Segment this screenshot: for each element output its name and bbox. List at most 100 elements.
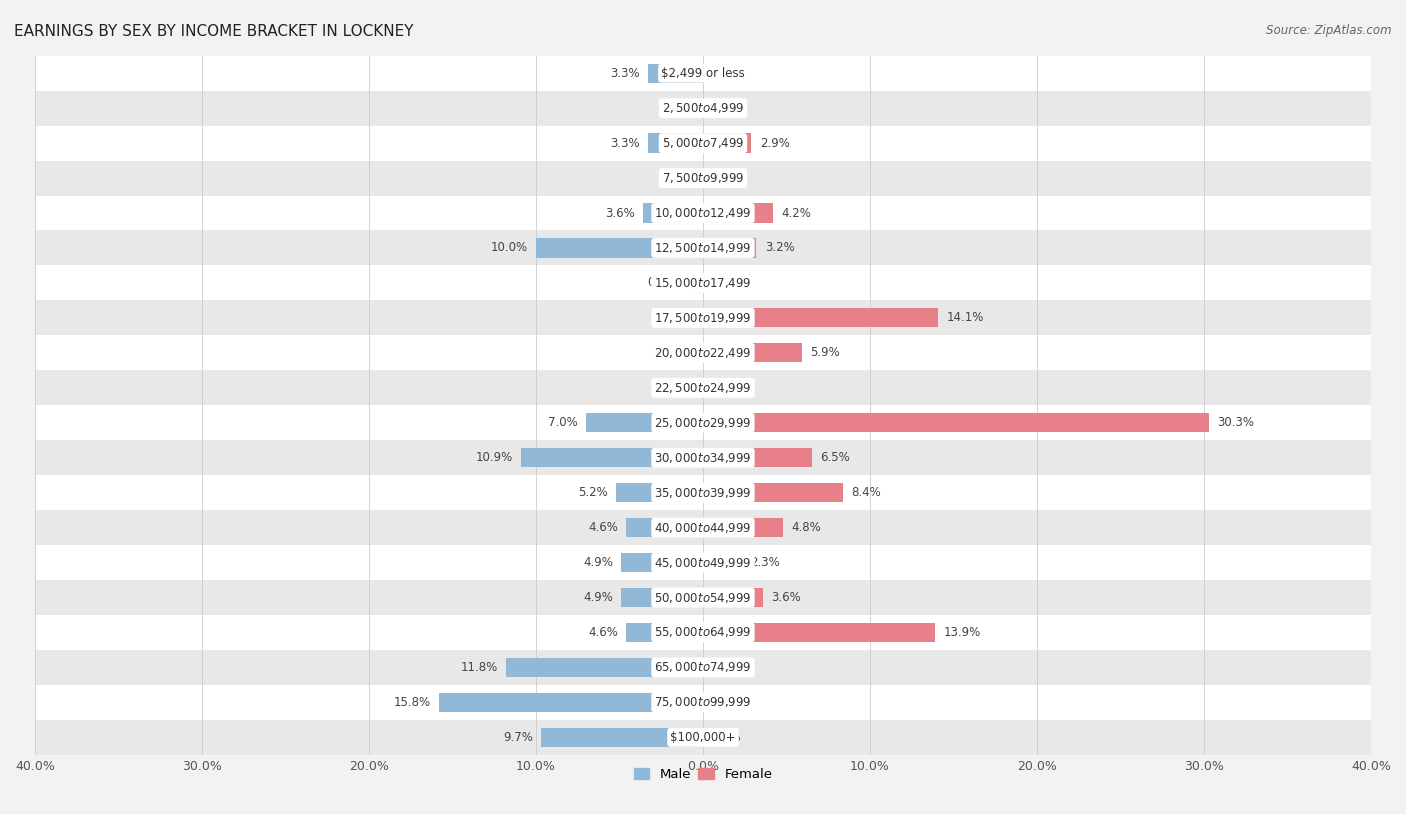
Text: $30,000 to $34,999: $30,000 to $34,999 (654, 451, 752, 465)
Bar (703, 414, 1209, 432)
Bar (35, 615, 1371, 650)
Bar (35, 160, 1371, 195)
Text: 0.0%: 0.0% (711, 696, 741, 709)
Text: Source: ZipAtlas.com: Source: ZipAtlas.com (1267, 24, 1392, 37)
Text: EARNINGS BY SEX BY INCOME BRACKET IN LOCKNEY: EARNINGS BY SEX BY INCOME BRACKET IN LOC… (14, 24, 413, 39)
Text: 0.0%: 0.0% (665, 346, 695, 359)
Bar (35, 405, 1371, 440)
Bar (703, 309, 938, 327)
Text: 9.7%: 9.7% (503, 731, 533, 744)
Text: 0.61%: 0.61% (647, 277, 685, 290)
Text: 5.9%: 5.9% (810, 346, 839, 359)
Bar (703, 623, 935, 642)
Text: 4.2%: 4.2% (782, 207, 811, 220)
Bar (35, 720, 1371, 755)
Text: $17,500 to $19,999: $17,500 to $19,999 (654, 311, 752, 325)
Text: 3.6%: 3.6% (772, 591, 801, 604)
Text: 6.5%: 6.5% (820, 451, 849, 464)
Bar (439, 693, 703, 712)
Text: $10,000 to $12,499: $10,000 to $12,499 (654, 206, 752, 220)
Bar (35, 335, 1371, 370)
Bar (35, 125, 1371, 160)
Bar (35, 300, 1371, 335)
Bar (35, 440, 1371, 475)
Bar (648, 133, 703, 153)
Text: 2.9%: 2.9% (759, 137, 790, 150)
Text: $100,000+: $100,000+ (671, 731, 735, 744)
Text: $55,000 to $64,999: $55,000 to $64,999 (654, 625, 752, 640)
Text: $40,000 to $44,999: $40,000 to $44,999 (654, 521, 752, 535)
Bar (703, 239, 756, 257)
Bar (35, 230, 1371, 265)
Text: 0.0%: 0.0% (711, 731, 741, 744)
Bar (693, 274, 703, 292)
Text: 10.0%: 10.0% (491, 242, 527, 255)
Bar (616, 483, 703, 502)
Bar (703, 483, 844, 502)
Bar (626, 623, 703, 642)
Bar (703, 344, 801, 362)
Text: 4.8%: 4.8% (792, 521, 821, 534)
Bar (506, 658, 703, 677)
Bar (522, 448, 703, 467)
Text: $25,000 to $29,999: $25,000 to $29,999 (654, 416, 752, 430)
Bar (536, 239, 703, 257)
Bar (648, 63, 703, 83)
Text: 3.2%: 3.2% (765, 242, 794, 255)
Bar (703, 204, 773, 222)
Text: $15,000 to $17,499: $15,000 to $17,499 (654, 276, 752, 290)
Bar (35, 510, 1371, 545)
Text: 4.9%: 4.9% (583, 591, 613, 604)
Text: $12,500 to $14,999: $12,500 to $14,999 (654, 241, 752, 255)
Bar (35, 265, 1371, 300)
Bar (586, 414, 703, 432)
Text: 0.0%: 0.0% (665, 102, 695, 115)
Bar (703, 588, 763, 607)
Bar (35, 370, 1371, 405)
Bar (35, 90, 1371, 125)
Text: 7.0%: 7.0% (548, 416, 578, 429)
Text: 0.0%: 0.0% (711, 172, 741, 185)
Bar (35, 650, 1371, 685)
Text: $7,500 to $9,999: $7,500 to $9,999 (662, 171, 744, 185)
Text: 0.0%: 0.0% (711, 67, 741, 80)
Bar (35, 685, 1371, 720)
Text: 10.9%: 10.9% (475, 451, 513, 464)
Text: $20,000 to $22,499: $20,000 to $22,499 (654, 346, 752, 360)
Text: 4.6%: 4.6% (588, 521, 617, 534)
Text: $75,000 to $99,999: $75,000 to $99,999 (654, 695, 752, 710)
Text: 0.0%: 0.0% (665, 312, 695, 325)
Text: $65,000 to $74,999: $65,000 to $74,999 (654, 660, 752, 675)
Bar (703, 553, 741, 572)
Text: 14.1%: 14.1% (946, 312, 984, 325)
Text: 0.0%: 0.0% (665, 381, 695, 394)
Text: 0.0%: 0.0% (665, 172, 695, 185)
Text: $45,000 to $49,999: $45,000 to $49,999 (654, 556, 752, 570)
Text: 4.9%: 4.9% (583, 556, 613, 569)
Bar (621, 588, 703, 607)
Bar (703, 448, 811, 467)
Text: 4.6%: 4.6% (588, 626, 617, 639)
Bar (621, 553, 703, 572)
Text: $50,000 to $54,999: $50,000 to $54,999 (654, 590, 752, 605)
Bar (35, 55, 1371, 90)
Text: 2.3%: 2.3% (749, 556, 779, 569)
Text: 8.4%: 8.4% (852, 486, 882, 499)
Text: $5,000 to $7,499: $5,000 to $7,499 (662, 136, 744, 150)
Text: 3.3%: 3.3% (610, 67, 640, 80)
Bar (35, 195, 1371, 230)
Bar (626, 518, 703, 537)
Text: 0.0%: 0.0% (711, 661, 741, 674)
Bar (35, 580, 1371, 615)
Text: 0.0%: 0.0% (711, 381, 741, 394)
Bar (643, 204, 703, 222)
Text: $22,500 to $24,999: $22,500 to $24,999 (654, 381, 752, 395)
Text: 5.2%: 5.2% (578, 486, 607, 499)
Text: 30.3%: 30.3% (1218, 416, 1254, 429)
Text: 0.0%: 0.0% (711, 277, 741, 290)
Text: 13.9%: 13.9% (943, 626, 981, 639)
Text: $35,000 to $39,999: $35,000 to $39,999 (654, 486, 752, 500)
Text: 11.8%: 11.8% (460, 661, 498, 674)
Bar (35, 545, 1371, 580)
Bar (703, 133, 751, 153)
